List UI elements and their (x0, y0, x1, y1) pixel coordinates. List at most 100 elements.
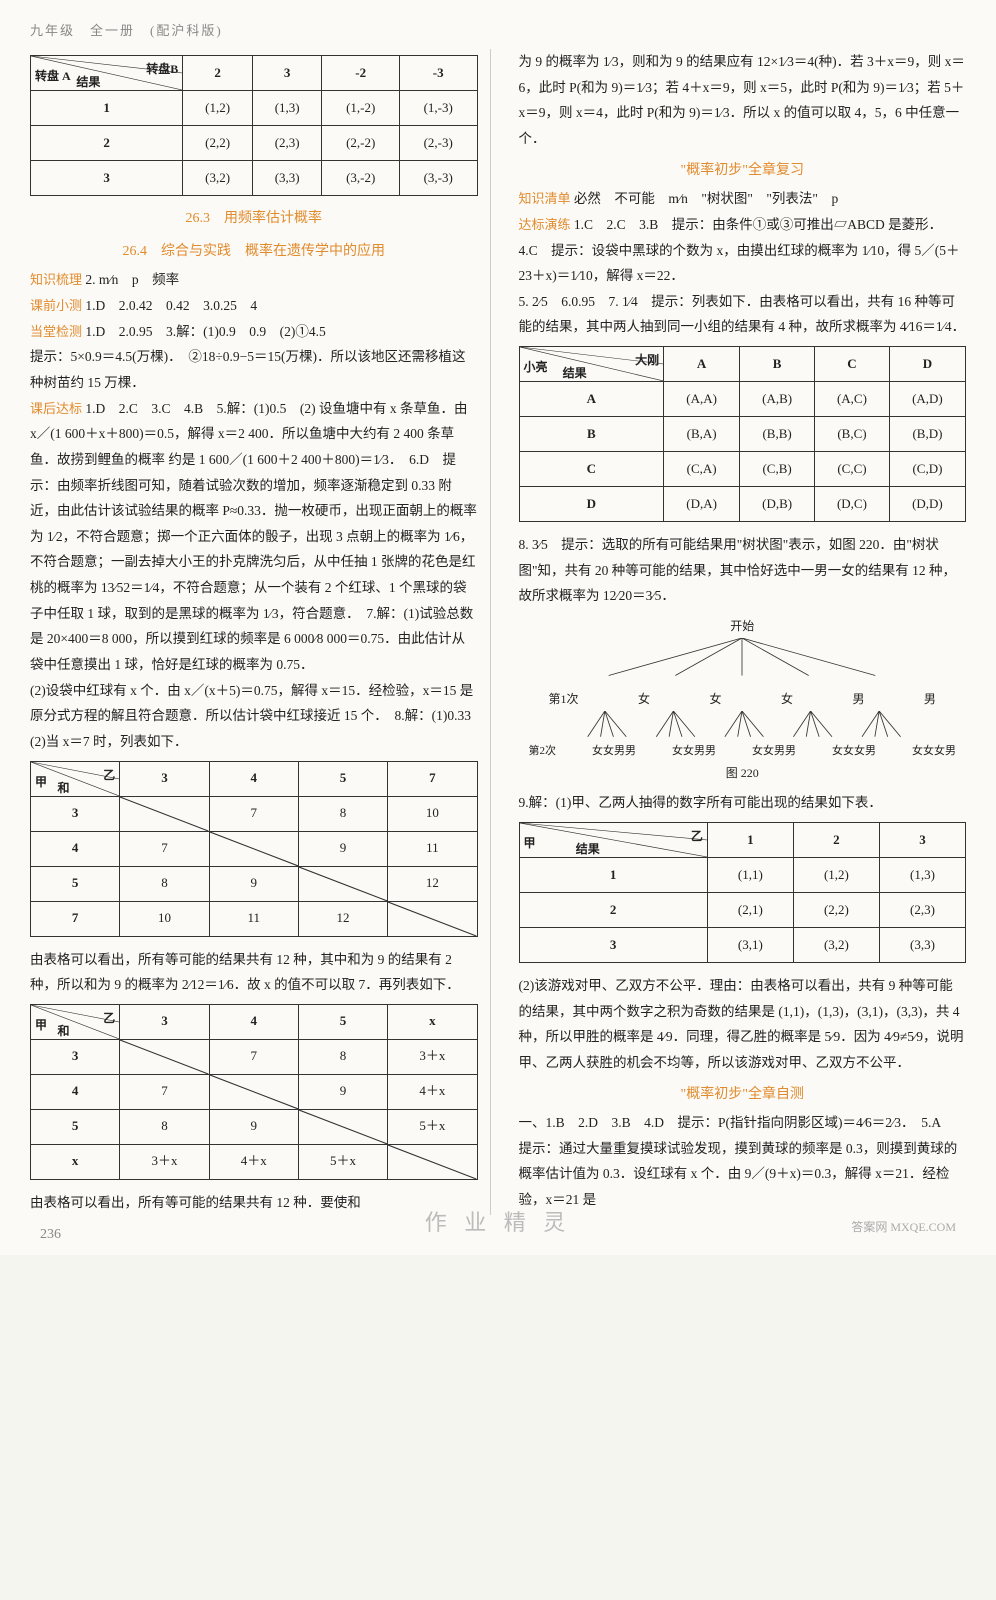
cell: (C,A) (664, 452, 740, 487)
cell: (3,2) (183, 161, 253, 196)
diag-top: 乙 (691, 825, 703, 848)
pretest-block: 课前小测 1.D 2.0.42 0.42 3.0.25 4 (30, 293, 478, 319)
table-dial-results: 转盘B 结果 转盘 A 2 3 -2 -3 1 (1,2) (1,3) (1,-… (30, 55, 478, 196)
text: 1.D 2.C 3.C 4.B 5.解：(1)0.5 (2) 设鱼塘中有 x 条… (30, 401, 477, 672)
cell: (1,3) (879, 857, 965, 892)
cell-blank (298, 1109, 387, 1144)
cell-blank (209, 1074, 298, 1109)
diag-header: 大刚 结果 小亮 (519, 347, 664, 382)
diag-mid: 和 (57, 777, 69, 800)
tree-node: 女 (781, 688, 793, 711)
cell: (1,-3) (399, 91, 477, 126)
text-para: 5. 2⁄5 6.0.95 7. 1⁄4 提示：列表如下．由表格可以看出，共有 … (519, 289, 967, 340)
diag-header: 乙 结果 甲 (519, 822, 707, 857)
row-h: 5 (31, 1109, 120, 1144)
cell-blank (298, 866, 387, 901)
text-para: 9.解：(1)甲、乙两人抽得的数字所有可能出现的结果如下表． (519, 790, 967, 816)
cell: (1,3) (252, 91, 322, 126)
table-sum-xy-7: 乙 和 甲 3 4 5 7 3 7 8 10 4 7 (30, 761, 478, 937)
dabiao-block: 达标演练 1.C 2.C 3.B 提示：由条件①或③可推出▱ABCD 是菱形． … (519, 212, 967, 289)
diag-bot: 甲 (35, 771, 47, 794)
col-h: B (740, 347, 815, 382)
text-para: 为 9 的概率为 1⁄3，则和为 9 的结果应有 12×1⁄3＝4(种)．若 3… (519, 49, 967, 152)
text-para: (2)设袋中红球有 x 个．由 x／(x＋5)＝0.75，解得 x＝15．经检验… (30, 678, 478, 755)
cell: 11 (388, 831, 477, 866)
row-h: 3 (31, 161, 183, 196)
row-h: 2 (519, 892, 707, 927)
text-para: 由表格可以看出，所有等可能的结果共有 12 种，其中和为 9 的结果有 2 种，… (30, 947, 478, 998)
row-h: 4 (31, 1074, 120, 1109)
diag-top: 乙 (103, 764, 115, 787)
text: 必然 不可能 m⁄n "树状图" "列表法" p (574, 191, 838, 206)
cell: (3,-2) (322, 161, 400, 196)
cell: (1,1) (707, 857, 793, 892)
row-h: x (31, 1144, 120, 1179)
cell: (D,B) (740, 487, 815, 522)
cell: (1,2) (183, 91, 253, 126)
row-h: 3 (31, 796, 120, 831)
diag-bot: 转盘 A (35, 65, 71, 88)
cell: 4＋x (209, 1144, 298, 1179)
section-title-26-3: 26.3 用频率估计概率 (30, 206, 478, 233)
diag-bot: 小亮 (524, 356, 548, 379)
selftest-title: "概率初步"全章自测 (519, 1082, 967, 1109)
label-kehou: 课后达标 (30, 401, 82, 416)
diag-mid: 结果 (563, 362, 587, 385)
cell: (C,C) (815, 452, 890, 487)
cell: (1,2) (793, 857, 879, 892)
col-h: D (889, 347, 965, 382)
inclass-block: 当堂检测 1.D 2.0.95 3.解：(1)0.9 0.9 (2)①4.5 (30, 319, 478, 345)
cell: 4＋x (388, 1074, 477, 1109)
col-h: 2 (183, 56, 253, 91)
cell: 9 (298, 831, 387, 866)
col-h: 5 (298, 1004, 387, 1039)
watermark-text: 作 业 精 灵 (425, 1205, 572, 1237)
cell: (A,D) (889, 382, 965, 417)
label-dabiao: 达标演练 (519, 217, 571, 232)
cell: (A,A) (664, 382, 740, 417)
page-header: 九年级 全一册 (配沪科版) (30, 20, 966, 39)
cell: (C,B) (740, 452, 815, 487)
col-h: 5 (298, 761, 387, 796)
cell: 7 (209, 796, 298, 831)
row-h: 7 (31, 901, 120, 936)
cell: 7 (120, 1074, 209, 1109)
col-h: 1 (707, 822, 793, 857)
cell: (B,A) (664, 417, 740, 452)
tree-l1-label: 第1次 (549, 688, 579, 711)
cell-blank (120, 796, 209, 831)
diag-bot: 甲 (524, 832, 536, 855)
cell: (A,B) (740, 382, 815, 417)
row-h: 2 (31, 126, 183, 161)
diag-top: 大刚 (635, 349, 659, 372)
tree-leaf: 女女男男 (672, 741, 716, 762)
text: 1.D 2.0.42 0.42 3.0.25 4 (85, 298, 257, 313)
col-h: 3 (252, 56, 322, 91)
tree-diagram: 开始 第1次 女 女 女 男 男 (519, 615, 967, 784)
cell: 5＋x (388, 1109, 477, 1144)
tree-node: 女 (638, 688, 650, 711)
left-column: 转盘B 结果 转盘 A 2 3 -2 -3 1 (1,2) (1,3) (1,-… (30, 49, 491, 1215)
diag-top: 转盘B (146, 58, 178, 81)
text-para: 8. 3⁄5 提示：选取的所有可能结果用"树状图"表示，如图 220．由"树状图… (519, 532, 967, 609)
cell: (C,D) (889, 452, 965, 487)
cell: (D,D) (889, 487, 965, 522)
cell: 12 (298, 901, 387, 936)
cell: (3,2) (793, 927, 879, 962)
cell: 8 (298, 1039, 387, 1074)
row-h: B (519, 417, 664, 452)
col-h: 2 (793, 822, 879, 857)
col-h: 4 (209, 761, 298, 796)
row-h: D (519, 487, 664, 522)
cell: 10 (120, 901, 209, 936)
label-keqian: 课前小测 (30, 298, 82, 313)
tree-leaf: 女女男男 (752, 741, 796, 762)
cell: 7 (209, 1039, 298, 1074)
text-para: 提示：5×0.9＝4.5(万棵)． ②18÷0.9−5＝15(万棵)．所以该地区… (30, 344, 478, 395)
cell: 11 (209, 901, 298, 936)
col-h: C (815, 347, 890, 382)
cell-blank (388, 1144, 477, 1179)
text: 2. m⁄n p 频率 (85, 272, 179, 287)
cell: (2,1) (707, 892, 793, 927)
tree-node: 女 (709, 688, 721, 711)
